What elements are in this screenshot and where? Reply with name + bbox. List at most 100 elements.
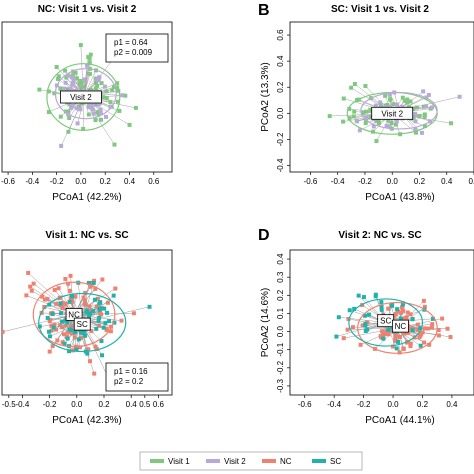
data-point-visit-1 — [93, 86, 98, 91]
data-point-visit-1 — [64, 75, 69, 80]
data-point-visit-1 — [66, 109, 71, 114]
x-tick-label: -0.6 — [304, 177, 318, 186]
data-point-nc — [93, 344, 98, 349]
data-point-sc — [431, 316, 436, 321]
data-point-visit-1 — [87, 71, 92, 76]
data-point-visit-1 — [88, 88, 93, 93]
x-tick-label: 0.6 — [148, 177, 160, 186]
data-point-visit-1 — [52, 91, 57, 96]
centroid-label: Visit 2 — [381, 109, 403, 118]
data-point-visit-1 — [86, 55, 91, 60]
data-point-visit-1 — [449, 121, 454, 126]
data-point-nc — [47, 349, 52, 354]
x-tick-label: 0.6 — [153, 400, 165, 409]
data-point-nc — [427, 342, 432, 347]
data-point-nc — [105, 300, 110, 305]
data-point-sc — [379, 307, 384, 312]
data-point-nc — [26, 270, 31, 275]
data-point-visit-1 — [383, 93, 388, 98]
data-point-sc — [50, 312, 55, 317]
data-point-nc — [82, 298, 87, 303]
data-point-sc — [410, 317, 415, 322]
data-point-visit-1 — [108, 100, 113, 105]
data-point-nc — [50, 344, 55, 349]
data-point-nc — [2, 329, 5, 334]
data-point-visit-2 — [357, 128, 362, 133]
data-point-visit-1 — [422, 112, 427, 117]
data-point-sc — [381, 336, 386, 341]
data-point-visit-1 — [349, 85, 354, 90]
data-point-visit-1 — [393, 122, 398, 127]
x-tick-label: -0.4 — [327, 400, 341, 409]
data-point-visit-1 — [117, 108, 122, 113]
x-tick-label: -0.2 — [358, 177, 372, 186]
data-point-sc — [76, 337, 81, 342]
data-point-visit-2 — [430, 105, 435, 110]
ellipse-visit-1 — [46, 63, 121, 131]
data-point-sc — [361, 295, 366, 300]
data-point-visit-2 — [457, 94, 462, 99]
data-point-sc — [418, 343, 423, 348]
data-point-sc — [72, 330, 77, 335]
data-point-nc — [108, 329, 113, 334]
data-point-sc — [363, 323, 368, 328]
data-point-sc — [398, 316, 403, 321]
data-point-visit-1 — [81, 126, 86, 131]
data-point-sc — [97, 306, 102, 311]
legend-label: Visit 1 — [168, 457, 190, 466]
data-point-nc — [77, 345, 82, 350]
data-point-nc — [396, 309, 401, 314]
data-point-nc — [421, 340, 426, 345]
data-point-nc — [421, 298, 426, 303]
data-point-visit-1 — [74, 76, 79, 81]
data-point-visit-1 — [422, 114, 427, 119]
data-point-visit-1 — [389, 121, 394, 126]
data-point-nc — [88, 284, 93, 289]
data-point-nc — [43, 297, 48, 302]
data-point-sc — [67, 327, 72, 332]
data-point-nc — [436, 333, 441, 338]
data-point-sc — [111, 293, 116, 298]
data-point-nc — [420, 330, 425, 335]
data-point-visit-1 — [76, 104, 81, 109]
data-point-sc — [103, 321, 108, 326]
data-point-nc — [394, 333, 399, 338]
data-point-nc — [113, 286, 118, 291]
data-point-visit-1 — [111, 85, 116, 90]
data-point-visit-1 — [376, 118, 381, 123]
data-point-nc — [425, 326, 430, 331]
data-point-sc — [70, 294, 75, 299]
data-point-nc — [79, 336, 84, 341]
data-point-sc — [85, 351, 90, 356]
data-point-sc — [386, 327, 391, 332]
data-point-visit-1 — [88, 52, 93, 57]
data-point-visit-1 — [374, 139, 379, 144]
data-point-nc — [404, 315, 409, 320]
data-point-nc — [82, 302, 87, 307]
centroid-label: Visit 2 — [70, 93, 92, 102]
data-point-sc — [62, 341, 67, 346]
centroid-label-box — [391, 319, 409, 333]
data-point-visit-2 — [90, 102, 95, 107]
data-point-sc — [91, 309, 96, 314]
data-point-nc — [68, 324, 73, 329]
data-point-visit-2 — [70, 103, 75, 108]
data-point-visit-2 — [108, 104, 113, 109]
panel-d: Visit 2: NC vs. SC SC NC -0.6 -0.4 -0.2 0.0 0.2… — [260, 230, 474, 426]
legend: Visit 1 Visit 2 NC SC — [139, 451, 363, 471]
data-point-nc — [436, 327, 441, 332]
data-point-nc — [31, 281, 36, 286]
centroid-label: SC — [77, 320, 88, 329]
data-point-visit-1 — [63, 109, 68, 114]
data-point-nc — [360, 323, 365, 328]
data-point-nc — [47, 319, 52, 324]
data-point-nc — [445, 326, 450, 331]
centroid-label-box — [371, 106, 414, 120]
x-tick-label: 0.0 — [387, 177, 399, 186]
data-point-sc — [86, 280, 91, 285]
data-point-nc — [60, 301, 65, 306]
data-point-sc — [394, 346, 399, 351]
legend-label: NC — [280, 457, 292, 466]
data-point-sc — [102, 306, 107, 311]
data-point-sc — [83, 333, 88, 338]
